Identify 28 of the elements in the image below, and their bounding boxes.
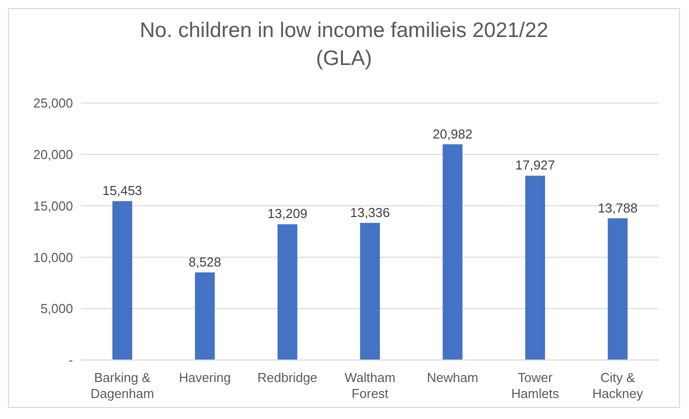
data-label: 8,528: [188, 254, 222, 270]
bar: [194, 272, 215, 360]
y-tick-label: 20,000: [33, 147, 73, 162]
data-label: 15,453: [102, 183, 142, 198]
x-tick-label: Barking & Dagenham: [90, 370, 154, 401]
y-tick-label: 25,000: [33, 96, 73, 111]
data-label: 20,982: [432, 126, 472, 142]
x-tick-label: Waltham Forest: [344, 370, 396, 401]
bar: [360, 222, 380, 360]
y-tick-label: 15,000: [33, 198, 73, 214]
bar: [442, 144, 462, 360]
bar: [608, 218, 628, 360]
data-label: 13,788: [598, 200, 638, 216]
data-label: 17,927: [515, 158, 556, 173]
y-tick-label: 10,000: [33, 250, 73, 265]
x-tick-label: Tower Hamlets: [511, 370, 560, 401]
bar: [525, 176, 546, 360]
bar: [112, 201, 132, 360]
x-tick-label: City & Hackney: [592, 370, 644, 401]
chart-title: No. children in low income familieis 2021/22 (GLA): [138, 18, 550, 72]
data-label: 13,336: [350, 204, 390, 220]
y-tick-label: 5,000: [40, 301, 73, 316]
bar: [278, 224, 298, 360]
y-tick-label: -: [68, 352, 73, 368]
x-tick-label: Newham: [426, 370, 478, 385]
x-tick-label: Redbridge: [257, 370, 318, 385]
data-label: 13,209: [268, 206, 308, 222]
x-tick-label: Havering: [178, 370, 231, 385]
